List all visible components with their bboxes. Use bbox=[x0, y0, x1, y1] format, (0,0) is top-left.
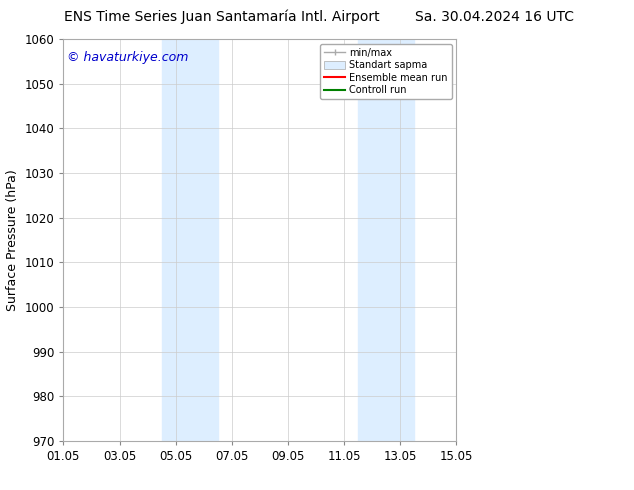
Text: Sa. 30.04.2024 16 UTC: Sa. 30.04.2024 16 UTC bbox=[415, 10, 574, 24]
Bar bbox=[162, 39, 218, 441]
Text: ENS Time Series Juan Santamaría Intl. Airport: ENS Time Series Juan Santamaría Intl. Ai… bbox=[64, 10, 380, 24]
Y-axis label: Surface Pressure (hPa): Surface Pressure (hPa) bbox=[6, 169, 19, 311]
Bar bbox=[358, 39, 415, 441]
Text: © havaturkiye.com: © havaturkiye.com bbox=[67, 51, 189, 64]
Legend: min/max, Standart sapma, Ensemble mean run, Controll run: min/max, Standart sapma, Ensemble mean r… bbox=[320, 44, 451, 99]
